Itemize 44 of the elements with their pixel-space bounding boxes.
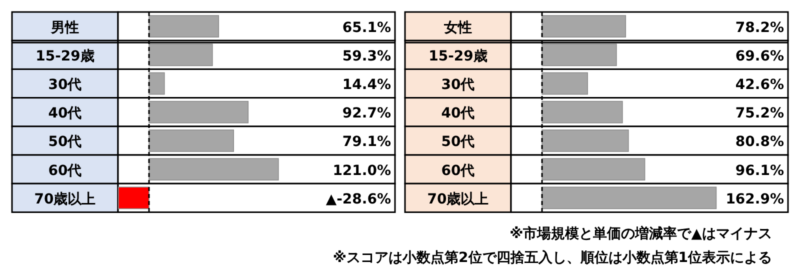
data-label: ▲-28.6% — [326, 191, 391, 208]
data-label: 162.9% — [726, 191, 784, 208]
bar — [118, 186, 150, 210]
text: ※スコアは小数点第2位で四捨五入し、順位は小数点第1位表示による — [332, 250, 772, 266]
data-label: 69.6% — [735, 48, 784, 64]
data-label: 121.0% — [332, 162, 391, 179]
y-tick-label: 40代 — [48, 106, 82, 122]
text: ※市場規模と単価の増減率で▲はマイナス — [510, 225, 772, 242]
y-tick-label: 50代 — [48, 134, 82, 150]
data-label: 75.2% — [735, 106, 784, 122]
y-tick-label: 70歳以上 — [34, 191, 96, 208]
data-label: 79.1% — [342, 134, 391, 150]
bar — [148, 130, 234, 152]
bar — [542, 100, 623, 124]
data-label: 78.2% — [735, 20, 784, 36]
data-label: 80.8% — [735, 134, 784, 150]
y-tick-label: 60代 — [441, 162, 475, 179]
data-label: 59.3% — [342, 48, 391, 64]
y-tick-label: 70歳以上 — [427, 191, 489, 208]
y-tick-label: 15-29歳 — [428, 48, 488, 64]
y-tick-label: 60代 — [48, 162, 82, 179]
bar — [542, 158, 646, 180]
y-tick-label: 女性 — [443, 20, 472, 36]
data-label: 92.7% — [342, 106, 391, 122]
y-tick-label: 男性 — [50, 20, 79, 36]
bar — [542, 44, 617, 66]
bar — [542, 72, 588, 95]
bar — [148, 158, 279, 180]
data-label: 96.1% — [735, 162, 784, 179]
y-tick-label: 50代 — [441, 134, 475, 150]
y-tick-label: 40代 — [441, 106, 475, 122]
data-label: 14.4% — [342, 77, 391, 93]
y-tick-label: 30代 — [48, 77, 82, 93]
bar — [148, 15, 220, 38]
bar — [542, 15, 626, 38]
bar — [542, 130, 629, 152]
data-label: 42.6% — [735, 77, 784, 93]
bar — [542, 186, 717, 210]
bar — [148, 44, 213, 66]
bar — [148, 72, 165, 95]
data-label: 65.1% — [342, 20, 391, 36]
y-tick-label: 15-29歳 — [36, 48, 94, 64]
y-tick-label: 30代 — [441, 77, 475, 93]
bar — [148, 100, 249, 124]
